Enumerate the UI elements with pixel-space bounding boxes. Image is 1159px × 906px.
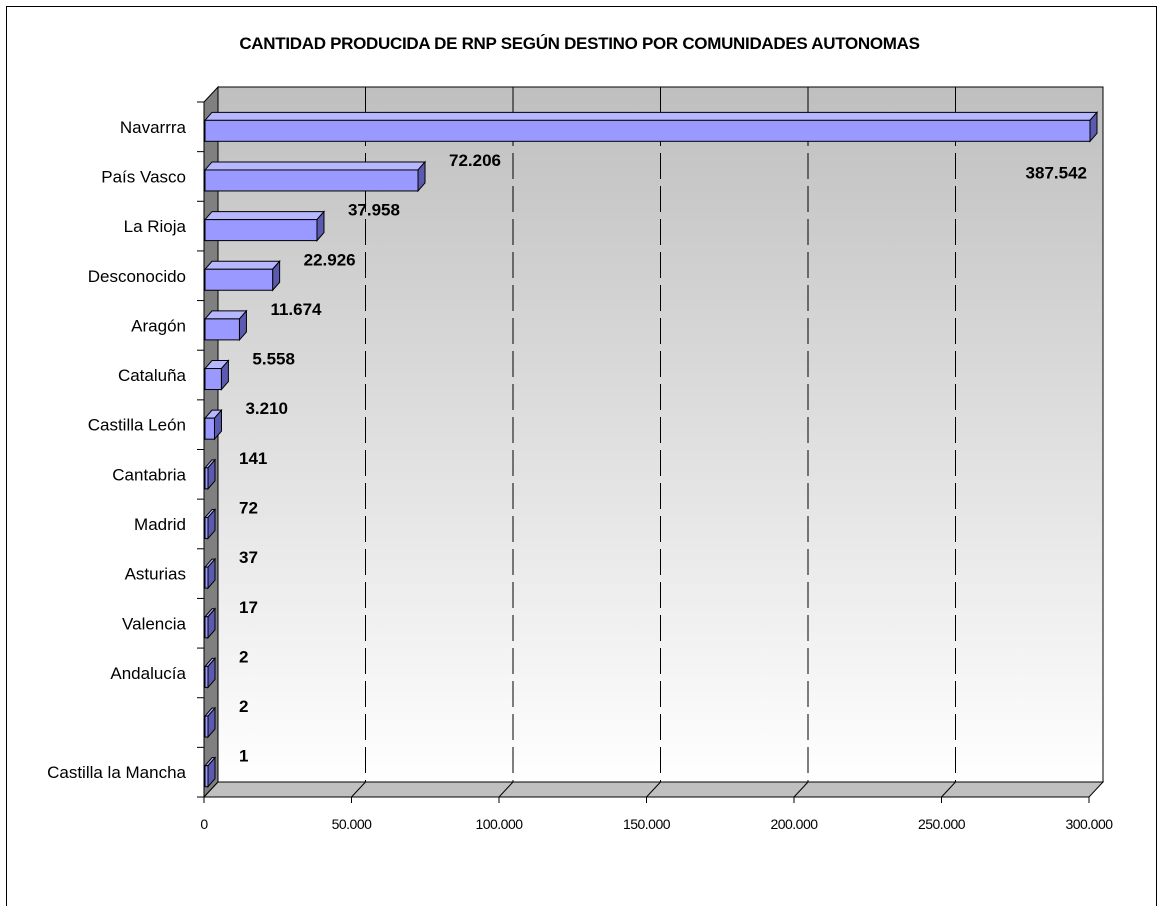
labels: Navarrra 387.542 País Vasco 72.206 La Rioja 3… (47, 118, 1087, 782)
gridline-floor (941, 781, 956, 798)
bar-top (203, 260, 281, 270)
x-tick-label: 150.000 (623, 816, 671, 832)
x-tick-label: 100.000 (475, 816, 523, 832)
bar (203, 657, 217, 689)
gridline-floor (498, 781, 514, 798)
side-wall (203, 85, 219, 799)
data-label: 22.926 (304, 250, 356, 269)
bar-face (204, 219, 318, 242)
bar (203, 259, 281, 292)
data-label: 11.674 (270, 300, 322, 319)
data-label: 17 (239, 598, 258, 617)
bar (203, 309, 248, 342)
bar (203, 110, 1099, 143)
x-tick-label: 250.000 (918, 816, 966, 832)
bar-face (204, 169, 419, 192)
bar-top (203, 111, 1099, 121)
bar-face (204, 119, 1091, 142)
gridline-floor (793, 781, 809, 798)
bar-face (204, 516, 209, 539)
data-label: 2 (239, 647, 248, 666)
bar-face (204, 368, 222, 391)
data-label: 72 (239, 498, 258, 517)
bar-face (204, 616, 209, 639)
bar-face (204, 715, 209, 738)
gridlines (351, 87, 956, 798)
category-label: Aragón (131, 316, 186, 335)
category-label: Cantabria (112, 465, 186, 484)
data-label: 3.210 (245, 399, 288, 418)
x-tick-label: 300.000 (1065, 816, 1113, 832)
category-label: Andalucía (110, 664, 186, 683)
bar (203, 557, 217, 590)
data-label: 1 (239, 747, 248, 766)
bar (203, 160, 427, 193)
chart-title: CANTIDAD PRODUCIDA DE RNP SEGÚN DESTINO … (239, 34, 920, 53)
bar-face (204, 318, 240, 341)
category-label: Castilla León (88, 416, 186, 435)
bar (203, 210, 326, 242)
data-label: 2 (239, 697, 248, 716)
category-label: Valencia (122, 614, 186, 633)
bar (203, 508, 217, 540)
bar (203, 706, 217, 739)
bar-face (204, 268, 274, 291)
bar (203, 359, 230, 391)
data-label: 37.958 (348, 201, 400, 220)
data-label: 5.558 (252, 350, 295, 369)
bar-face (204, 417, 215, 440)
category-label: Asturias (125, 565, 186, 584)
category-label: País Vasco (101, 167, 186, 186)
bar-face (204, 467, 209, 490)
data-label: 72.206 (449, 151, 501, 170)
x-tick-label: 200.000 (770, 816, 818, 832)
plot-area (202, 85, 1105, 799)
axes: 0 50.000 100.000 150.000 200.000 250.000 300.0… (197, 101, 1114, 832)
bar-top (203, 211, 326, 221)
bar (203, 607, 217, 640)
bar (203, 756, 217, 789)
x-tick-label: 0 (200, 816, 208, 832)
category-label: Desconocido (88, 267, 186, 286)
bar (203, 458, 217, 491)
data-label: 387.542 (1026, 163, 1087, 182)
bar (203, 408, 223, 441)
bar-top (203, 161, 427, 171)
x-tick-label: 50.000 (332, 816, 373, 832)
gridline-floor (351, 781, 366, 798)
bars (203, 110, 1099, 789)
bar-face (204, 765, 209, 788)
category-label: Cataluña (118, 366, 187, 385)
bar-face (204, 566, 209, 589)
category-label: Navarrra (120, 118, 187, 137)
data-label: 141 (239, 449, 267, 468)
gridline-floor (646, 781, 661, 798)
category-label: La Rioja (124, 217, 187, 236)
category-label: Madrid (134, 515, 186, 534)
bar-face (204, 665, 209, 688)
data-label: 37 (239, 548, 258, 567)
category-label: Castilla la Mancha (47, 763, 186, 782)
